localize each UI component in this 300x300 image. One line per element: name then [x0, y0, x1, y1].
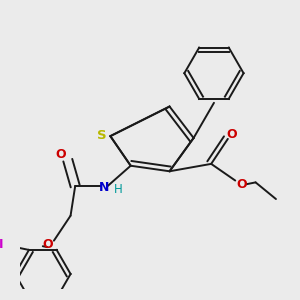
Text: H: H [114, 183, 123, 196]
Text: S: S [97, 129, 107, 142]
Text: I: I [0, 238, 3, 251]
Text: O: O [226, 128, 237, 141]
Text: N: N [99, 181, 109, 194]
Text: O: O [236, 178, 247, 191]
Text: O: O [55, 148, 66, 161]
Text: O: O [42, 238, 53, 251]
